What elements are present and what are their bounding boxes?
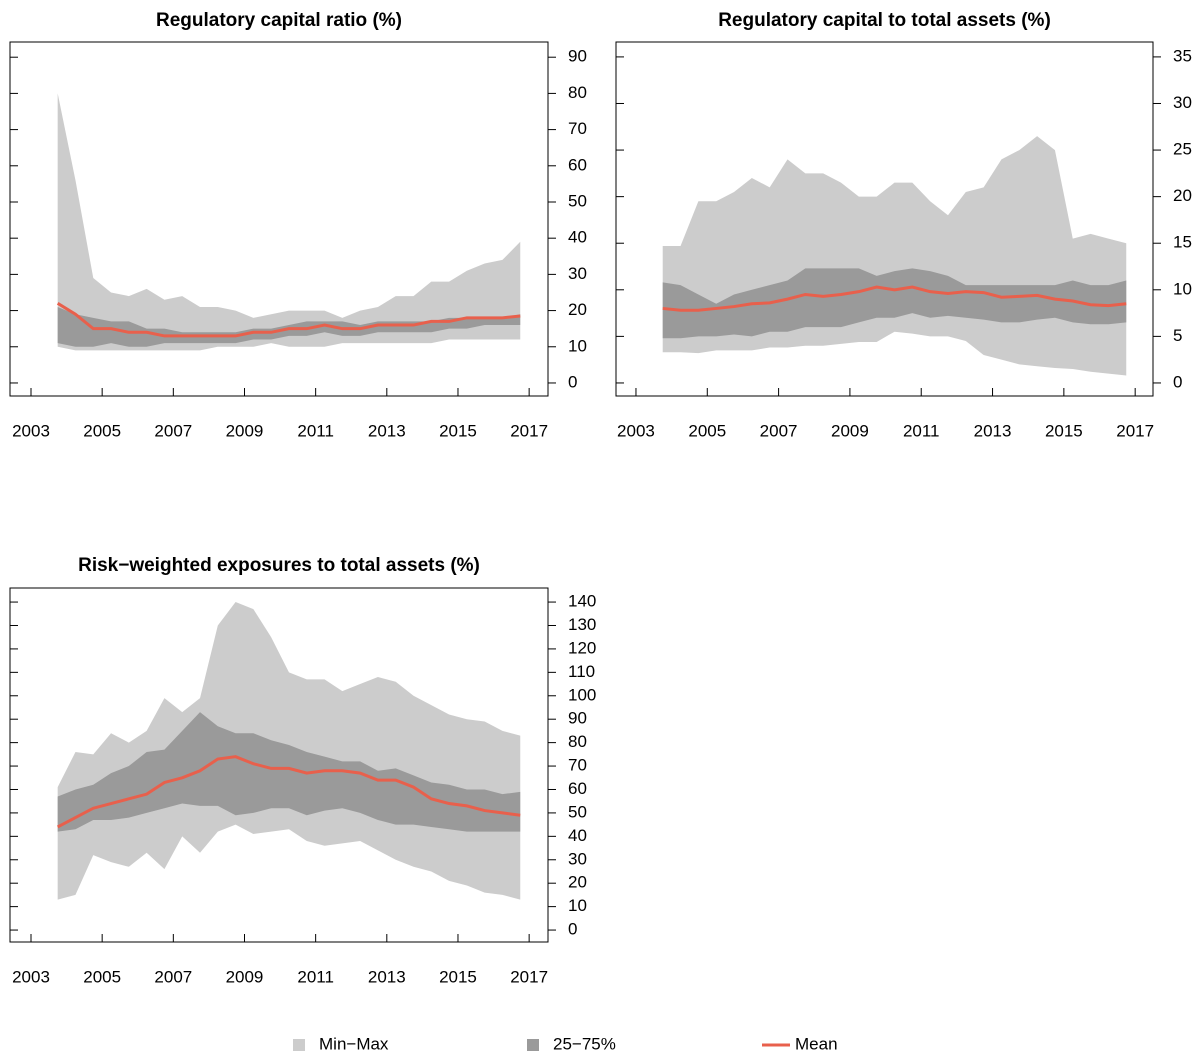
x-tick-label: 2005 xyxy=(83,967,121,986)
x-tick-label: 2003 xyxy=(12,421,50,440)
legend-label: Mean xyxy=(795,1034,838,1053)
x-tick-label: 2009 xyxy=(226,967,264,986)
y-tick-label: 10 xyxy=(568,896,587,915)
panel: Risk−weighted exposures to total assets … xyxy=(9,555,596,986)
panel-title: Regulatory capital to total assets (%) xyxy=(718,10,1051,31)
y-tick-label: 20 xyxy=(568,300,587,319)
x-tick-label: 2009 xyxy=(831,421,869,440)
x-tick-label: 2003 xyxy=(12,967,50,986)
panel: Regulatory capital ratio (%) 0 10 20 30 40 50 6… xyxy=(9,10,587,440)
x-tick-label: 2007 xyxy=(154,421,192,440)
x-tick-label: 2005 xyxy=(688,421,726,440)
band-area xyxy=(662,268,1127,339)
y-tick-label: 80 xyxy=(568,732,587,751)
y-tick-label: 90 xyxy=(568,47,587,66)
y-tick-label: 90 xyxy=(568,709,587,728)
y-tick-label: 40 xyxy=(568,826,587,845)
y-tick-label: 0 xyxy=(568,920,577,939)
band-area xyxy=(662,136,1127,376)
y-tick-label: 40 xyxy=(568,228,587,247)
legend-swatch xyxy=(293,1039,305,1051)
y-tick-label: 15 xyxy=(1173,233,1192,252)
y-tick-label: 70 xyxy=(568,119,587,138)
x-tick-label: 2011 xyxy=(297,421,334,440)
y-tick-label: 30 xyxy=(568,849,587,868)
x-tick-label: 2015 xyxy=(439,421,477,440)
y-tick-label: 110 xyxy=(568,662,595,681)
legend-swatch xyxy=(527,1039,539,1051)
x-tick-label: 2015 xyxy=(1045,421,1083,440)
x-tick-label: 2011 xyxy=(297,967,334,986)
x-tick-label: 2017 xyxy=(510,967,548,986)
y-tick-label: 50 xyxy=(568,191,587,210)
y-tick-label: 25 xyxy=(1173,140,1192,159)
y-tick-label: 30 xyxy=(1173,93,1192,112)
x-tick-label: 2003 xyxy=(617,421,655,440)
y-tick-label: 20 xyxy=(1173,186,1192,205)
y-tick-label: 60 xyxy=(568,155,587,174)
y-tick-label: 70 xyxy=(568,756,587,775)
panel-title: Risk−weighted exposures to total assets … xyxy=(78,555,480,576)
y-tick-label: 20 xyxy=(568,873,587,892)
mean-line xyxy=(56,302,521,338)
y-tick-label: 50 xyxy=(568,802,587,821)
y-tick-label: 10 xyxy=(1173,279,1192,298)
x-tick-label: 2007 xyxy=(760,421,798,440)
panel-title: Regulatory capital ratio (%) xyxy=(156,10,402,31)
y-tick-label: 0 xyxy=(1173,372,1182,391)
plot-frame xyxy=(615,41,1154,397)
mean-line xyxy=(662,285,1127,312)
x-tick-label: 2011 xyxy=(903,421,940,440)
y-tick-label: 120 xyxy=(568,638,596,657)
y-tick-label: 10 xyxy=(568,336,587,355)
plot-frame xyxy=(9,41,549,397)
legend-label: Min−Max xyxy=(319,1034,389,1053)
y-tick-label: 5 xyxy=(1173,326,1182,345)
y-tick-label: 140 xyxy=(568,592,596,611)
plot-frame xyxy=(9,587,549,943)
x-tick-label: 2013 xyxy=(368,967,406,986)
x-tick-label: 2017 xyxy=(1116,421,1154,440)
band-area xyxy=(57,712,521,832)
x-tick-label: 2013 xyxy=(368,421,406,440)
x-tick-label: 2005 xyxy=(83,421,121,440)
x-tick-label: 2013 xyxy=(974,421,1012,440)
band-area xyxy=(57,93,521,351)
x-tick-label: 2007 xyxy=(154,967,192,986)
y-tick-label: 130 xyxy=(568,615,596,634)
panel: Regulatory capital to total assets (%) 0 5… xyxy=(615,10,1192,440)
y-tick-label: 80 xyxy=(568,83,587,102)
y-tick-label: 0 xyxy=(568,372,577,391)
y-tick-label: 100 xyxy=(568,685,596,704)
x-tick-label: 2009 xyxy=(226,421,264,440)
x-tick-label: 2015 xyxy=(439,967,477,986)
y-tick-label: 30 xyxy=(568,264,587,283)
x-tick-label: 2017 xyxy=(510,421,548,440)
y-tick-label: 35 xyxy=(1173,46,1192,65)
mean-line xyxy=(56,755,521,829)
y-tick-label: 60 xyxy=(568,779,587,798)
legend-label: 25−75% xyxy=(553,1034,616,1053)
